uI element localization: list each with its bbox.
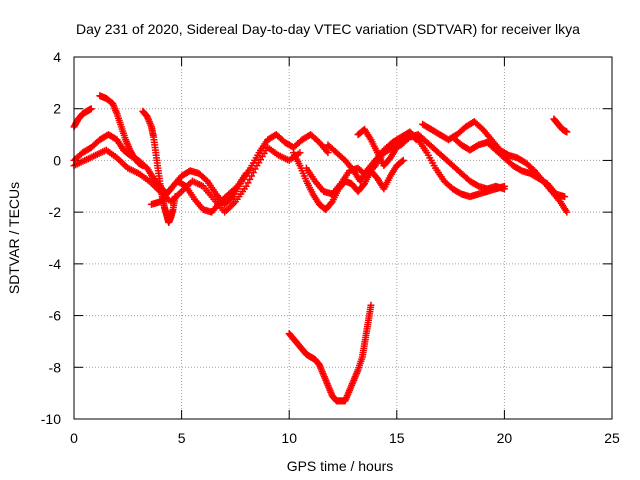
data-point — [242, 169, 250, 177]
data-point — [412, 136, 420, 144]
chart-title: Day 231 of 2020, Sidereal Day-to-day VTE… — [76, 21, 580, 37]
x-tick-label: 20 — [497, 430, 513, 446]
series-trace-l — [449, 133, 569, 201]
x-tick-label: 5 — [178, 430, 186, 446]
series-trace-a — [70, 105, 95, 131]
series-trace-n — [285, 301, 375, 405]
plot-frame — [73, 56, 613, 420]
y-tick-label: -10 — [41, 411, 61, 427]
data-point — [399, 156, 407, 164]
y-tick-label: -6 — [49, 308, 62, 324]
tick-labels: 0 5 10 15 20 25 -10 -8 -6 -4 -2 0 2 4 — [41, 49, 620, 446]
y-tick-label: 0 — [53, 152, 61, 168]
data-point — [296, 149, 304, 157]
data-series — [70, 92, 571, 405]
data-point — [411, 134, 419, 142]
data-point — [324, 149, 332, 157]
series-trace-k — [419, 118, 571, 216]
y-axis-label: SDTVAR / TECUs — [6, 182, 22, 294]
y-tick-label: -2 — [49, 204, 62, 220]
data-point — [561, 193, 569, 201]
x-tick-label: 0 — [70, 430, 78, 446]
data-point — [87, 105, 95, 113]
series-trace-j — [354, 125, 420, 170]
y-tick-label: -4 — [49, 256, 62, 272]
y-tick-label: 2 — [53, 101, 61, 117]
data-point — [563, 128, 571, 136]
series-trace-i — [324, 128, 508, 201]
x-tick-label: 25 — [604, 430, 620, 446]
series-trace-m — [550, 115, 571, 136]
data-point — [398, 157, 406, 165]
series-trace-f — [147, 169, 250, 216]
x-axis-label: GPS time / hours — [287, 458, 394, 474]
data-point — [228, 194, 236, 202]
data-point — [367, 301, 375, 309]
x-tick-label: 15 — [389, 430, 405, 446]
data-point — [563, 208, 571, 216]
data-point — [500, 182, 508, 190]
x-tick-label: 10 — [281, 430, 297, 446]
gridlines — [74, 57, 612, 419]
y-tick-label: 4 — [53, 49, 61, 65]
y-tick-label: -8 — [49, 359, 62, 375]
